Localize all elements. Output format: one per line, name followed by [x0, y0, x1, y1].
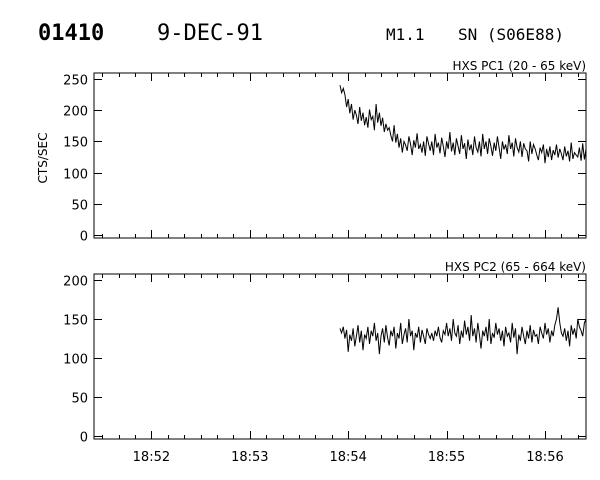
panel-pc1-ytick-label: 200	[63, 105, 88, 120]
panel-pc2-xticks: 18:52 18:53 18:54 18:55 18:56	[102, 274, 579, 465]
panel-pc2-ytick-label: 200	[63, 275, 88, 290]
panel-pc2-ytick-label: 150	[63, 314, 88, 329]
panel-pc2-series-line	[339, 307, 587, 355]
panel-pc1-ytick-label: 0	[80, 230, 88, 245]
flare-location: SN (S06E88)	[458, 25, 564, 44]
panel-pc1-ytick-label: 150	[63, 136, 88, 151]
flare-class: M1.1	[386, 25, 425, 44]
event-id: 01410	[38, 21, 104, 46]
panel-pc2-frame	[93, 273, 587, 440]
panel-pc1-series-line	[339, 85, 587, 164]
panel-pc1-ylabel: CTS/SEC	[36, 133, 50, 184]
panel-pc2-title: HXS PC2 (65 - 664 keV)	[445, 260, 586, 274]
panel-pc2-ytick-label: 0	[80, 431, 88, 446]
panel-pc2-xtick-label: 18:53	[231, 450, 268, 465]
panel-pc1-xticks	[102, 73, 579, 238]
panel-pc1-frame	[93, 72, 587, 239]
panel-pc2-yticks: 0 50 100 150 200	[63, 275, 586, 446]
panel-pc1-title: HXS PC1 (20 - 65 keV)	[452, 59, 586, 73]
panel-pc1-yticks: 0 50 100 150 200 250	[63, 74, 586, 245]
panel-pc1: HXS PC1 (20 - 65 keV) CTS/SEC 0 50 100 150 2…	[36, 59, 587, 245]
panel-pc2-xtick-label: 18:55	[428, 450, 465, 465]
panel-pc1-ytick-label: 250	[63, 74, 88, 89]
panel-pc2-xtick-label: 18:56	[526, 450, 563, 465]
panel-pc2: HXS PC2 (65 - 664 keV) 0 50 100 150 200 18:5…	[63, 260, 587, 465]
panel-pc2-ytick-label: 50	[71, 392, 88, 407]
panel-pc2-xtick-label: 18:52	[133, 450, 170, 465]
panel-pc1-ytick-label: 50	[71, 199, 88, 214]
panel-pc1-ytick-label: 100	[63, 168, 88, 183]
panel-pc2-xtick-label: 18:54	[329, 450, 366, 465]
event-date: 9-DEC-91	[157, 21, 263, 46]
panel-pc2-ytick-label: 100	[63, 353, 88, 368]
